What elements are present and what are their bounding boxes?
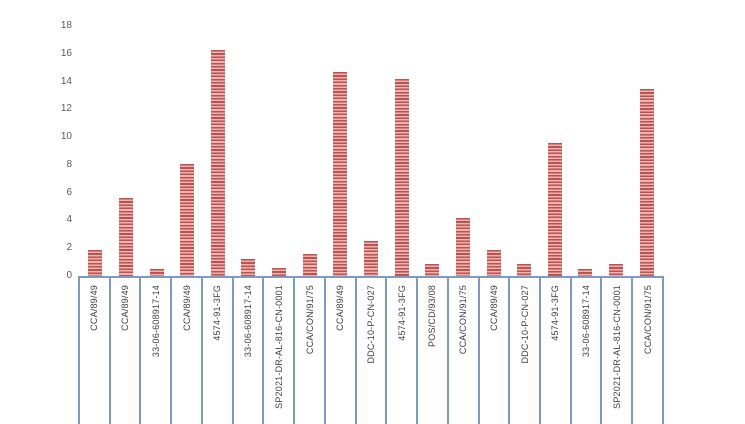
bar	[272, 267, 287, 276]
bar	[210, 49, 225, 276]
category-cell: CCA/89/49	[108, 278, 140, 424]
category-cell: SP2021-DR-AL-816-CN-0001	[600, 278, 631, 424]
category-cell: CCA/CON/91/75	[293, 278, 324, 424]
category-label: SP2021-DR-AL-816-CN-0001	[273, 285, 284, 409]
y-tick-label: 12	[60, 103, 72, 115]
category-label: 4574-91-3FG	[550, 285, 561, 341]
category-label: 4574-91-3FG	[212, 285, 223, 341]
bar	[149, 269, 164, 276]
bar	[241, 259, 256, 276]
category-label: 33-06-608917-14	[581, 285, 592, 358]
bar	[578, 269, 593, 276]
y-tick-label: 18	[60, 20, 72, 31]
category-cell: CCA/89/49	[323, 278, 355, 424]
category-cell: 33-06-608917-14	[231, 278, 263, 424]
x-axis-label-table: CCA/89/49 CCA/89/49 33-06-608917-14 CCA/89/…	[78, 276, 664, 424]
y-tick-label: 8	[66, 158, 72, 170]
category-label: POS/CD/93/08	[427, 285, 438, 347]
category-label: 4574-91-3FG	[396, 285, 407, 341]
category-label: 33-06-608917-14	[243, 285, 254, 358]
category-cell: DDC-10-P-CN-027	[508, 278, 539, 424]
category-label: CCA/89/49	[488, 285, 499, 331]
category-label: 33-06-608917-14	[150, 285, 161, 358]
y-tick-label: 2	[66, 242, 72, 254]
category-cell: 33-06-608917-14	[139, 278, 170, 424]
category-cell: SP2021-DR-AL-816-CN-0001	[262, 278, 293, 424]
bar	[455, 217, 470, 276]
category-cell: CCA/89/49	[78, 278, 109, 424]
category-label: SP2021-DR-AL-816-CN-0001	[611, 285, 622, 409]
category-cell: 33-06-608917-14	[569, 278, 601, 424]
category-label: CCA/89/49	[335, 285, 346, 331]
category-label: CCA/89/49	[120, 285, 131, 331]
category-label: CCA/89/49	[181, 285, 192, 331]
category-cell: 4574-91-3FG	[385, 278, 416, 424]
category-label: DDC-10-P-CN-027	[365, 285, 376, 364]
bar	[180, 163, 195, 276]
y-tick-label: 6	[66, 186, 72, 198]
category-label: CCA/89/49	[89, 285, 100, 331]
y-tick-label: 10	[60, 131, 72, 143]
y-tick-label: 16	[60, 47, 72, 59]
bar	[639, 88, 654, 276]
plot-area	[80, 0, 662, 276]
category-cell: 4574-91-3FG	[539, 278, 570, 424]
bar	[486, 249, 501, 276]
y-tick-label: 0	[66, 270, 72, 281]
category-cell: CCA/89/49	[170, 278, 201, 424]
bar	[425, 263, 440, 276]
category-cell: CCA/CON/91/75	[631, 278, 664, 424]
category-cell: CCA/89/49	[477, 278, 509, 424]
category-label: CCA/CON/91/75	[304, 285, 315, 355]
category-cell: 4574-91-3FG	[200, 278, 232, 424]
bar	[118, 198, 133, 276]
bar	[394, 78, 409, 276]
bar	[333, 71, 348, 276]
bar	[364, 241, 378, 276]
category-label: DDC-10-P-CN-027	[519, 285, 530, 364]
category-label: CCA/CON/91/75	[458, 285, 469, 355]
bar	[609, 263, 624, 276]
bar	[302, 253, 317, 276]
y-tick-label: 14	[60, 75, 72, 87]
y-tick-label: 4	[66, 214, 72, 226]
category-cell: CCA/CON/91/75	[446, 278, 478, 424]
category-cell: DDC-10-P-CN-027	[354, 278, 386, 424]
bar	[547, 142, 562, 276]
category-label: CCA/CON/91/75	[642, 285, 653, 355]
bar	[517, 263, 532, 276]
bar	[88, 249, 103, 276]
category-cell: POS/CD/93/08	[416, 278, 447, 424]
